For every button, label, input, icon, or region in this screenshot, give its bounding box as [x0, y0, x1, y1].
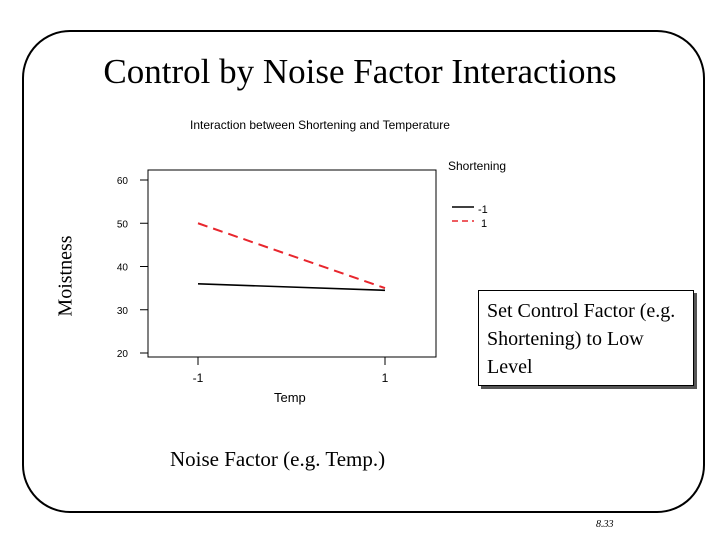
series-line-2: [197, 222, 386, 290]
callout-box: Set Control Factor (e.g. Shortening) to …: [478, 290, 694, 386]
page-number: 8.33: [596, 519, 614, 530]
legend-label-series-1: -1: [478, 204, 488, 216]
chart-title: Interaction between Shortening and Tempe…: [190, 118, 450, 132]
y-tick-label-1: 30: [117, 306, 129, 317]
x-tick-label-1: 1: [382, 371, 389, 385]
slide-title: Control by Noise Factor Interactions: [103, 52, 617, 91]
y-tick-label-4: 60: [117, 176, 129, 187]
slide-frame: [22, 30, 705, 513]
chart-series: [197, 222, 386, 292]
plot-area: [147, 169, 437, 358]
x-axis-label: Temp: [274, 390, 306, 405]
series-line-1: [197, 283, 386, 292]
chart-axes: 20 30 40 50 60 -1 1: [117, 169, 437, 385]
legend-label-series-2: 1: [481, 218, 488, 230]
chart-legend: [452, 206, 474, 222]
y-tick-label-2: 40: [117, 263, 129, 274]
noise-factor-label: Noise Factor (e.g. Temp.): [170, 447, 386, 471]
y-tick-label-0: 20: [117, 349, 129, 360]
y-tick-label-3: 50: [117, 219, 129, 230]
x-tick-label-0: -1: [193, 371, 204, 385]
legend-title: Shortening: [448, 159, 507, 173]
